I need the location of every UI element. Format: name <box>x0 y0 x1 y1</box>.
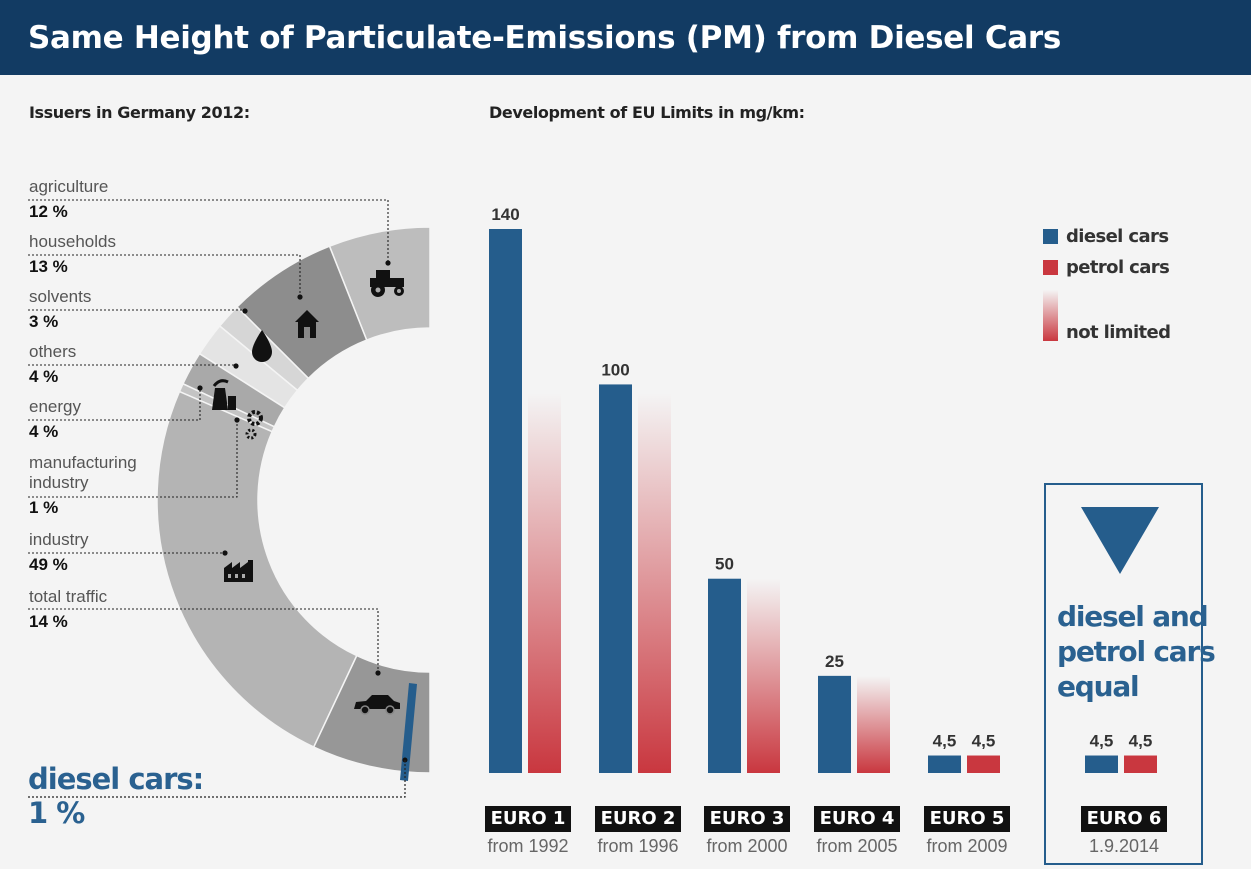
page-title: Same Height of Particulate-Emissions (PM… <box>28 20 1062 56</box>
leader-line <box>28 308 248 314</box>
leader-line <box>28 385 203 421</box>
bar-diesel-euro-3 <box>708 578 741 773</box>
bar-petrol-not-limited <box>857 675 890 773</box>
ring-segment-industry <box>156 390 358 749</box>
bar-value-label: 4,5 <box>972 732 996 751</box>
leader-lines <box>28 199 391 676</box>
diesel-cars-share: diesel cars: 1 % <box>28 762 204 830</box>
leader-line <box>28 550 228 556</box>
leader-line <box>28 363 239 369</box>
euro-category-label: EURO 3 <box>704 806 790 832</box>
equal-text: diesel and petrol cars equal <box>1057 600 1216 703</box>
issuer-label: households <box>29 232 116 251</box>
ring-segments <box>156 226 431 774</box>
issuer-share: 12 % <box>29 202 68 221</box>
title-banner: Same Height of Particulate-Emissions (PM… <box>0 0 1251 75</box>
ring-icons <box>212 270 404 715</box>
bar-value-label: 25 <box>825 652 844 671</box>
euro6-box <box>1044 483 1203 865</box>
bar-value-label: 140 <box>491 205 519 224</box>
legend-not-limited: not limited <box>1066 322 1171 343</box>
factory-icon <box>224 560 253 582</box>
house-icon <box>295 310 319 338</box>
bar-diesel-euro-4 <box>818 675 851 773</box>
bar-petrol-euro-6 <box>1124 755 1157 773</box>
bar-diesel-euro-6 <box>1085 755 1118 773</box>
bar-petrol-not-limited <box>638 393 671 773</box>
leader-line <box>28 608 381 676</box>
issuer-label: agriculture <box>29 177 109 196</box>
euro-date-label: 1.9.2014 <box>1088 836 1160 856</box>
issuers-heading: Issuers in Germany 2012: <box>29 103 250 122</box>
leader-line <box>28 417 240 498</box>
issuer-label: energy <box>29 397 81 416</box>
diesel-cars-value: 1 % <box>28 796 85 830</box>
limits-bar-chart: 140 100 50 25 4,5 4,5 4,5 4,5 <box>489 205 1157 773</box>
bar-value-label: 50 <box>715 555 734 574</box>
euro-date-label: from 2005 <box>816 836 898 856</box>
drop-icon <box>252 330 272 362</box>
issuer-share: 14 % <box>29 612 68 631</box>
legend-swatch-diesel <box>1043 229 1058 244</box>
bar-diesel-euro-1 <box>489 229 522 773</box>
euro-date-label: from 2000 <box>706 836 788 856</box>
ring-segment-total-traffic <box>312 654 431 774</box>
leader-line <box>28 199 391 266</box>
bar-value-label: 4,5 <box>1129 732 1153 751</box>
bar-value-label: 4,5 <box>1090 732 1114 751</box>
euro-category-label: EURO 4 <box>814 806 900 832</box>
bar-value-label: 4,5 <box>933 732 957 751</box>
diesel-cars-label: diesel cars: <box>28 762 204 796</box>
euro-date-label: from 1992 <box>487 836 569 856</box>
leader-line <box>28 254 303 300</box>
issuer-share: 13 % <box>29 257 68 276</box>
issuer-share: 49 % <box>29 555 68 574</box>
issuer-label: solvents <box>29 287 92 306</box>
bar-petrol-not-limited <box>528 393 561 773</box>
legend-swatch-petrol <box>1043 260 1058 275</box>
euro-date-label: from 2009 <box>926 836 1008 856</box>
bar-value-label: 100 <box>601 360 629 379</box>
euro-category-label: EURO 6 <box>1081 806 1167 832</box>
euro-category-label: EURO 5 <box>924 806 1010 832</box>
legend-diesel: diesel cars <box>1066 226 1169 247</box>
limits-heading: Development of EU Limits in mg/km: <box>489 103 805 122</box>
issuer-share: 4 % <box>29 422 59 441</box>
legend-petrol: petrol cars <box>1066 257 1170 278</box>
car-icon <box>354 695 400 715</box>
down-arrow-icon <box>1081 507 1159 574</box>
issuer-label: industry <box>29 530 89 549</box>
euro-date-label: from 1996 <box>597 836 679 856</box>
issuer-label: manufacturing industry <box>29 453 137 492</box>
issuer-share: 4 % <box>29 367 59 386</box>
euro-category-label: EURO 2 <box>595 806 681 832</box>
issuer-share: 3 % <box>29 312 59 331</box>
bar-diesel-euro-5 <box>928 755 961 773</box>
power-plant-icon <box>212 379 236 410</box>
tractor-icon <box>370 270 404 297</box>
issuer-label: total traffic <box>29 587 108 606</box>
gears-icon <box>245 410 263 440</box>
euro-category-label: EURO 1 <box>485 806 571 832</box>
issuer-label: others <box>29 342 77 361</box>
bar-petrol-not-limited <box>747 578 780 773</box>
legend-swatch-not-limited <box>1043 290 1058 341</box>
bar-petrol-euro-5 <box>967 755 1000 773</box>
diesel-share-stripe <box>400 683 417 781</box>
bar-diesel-euro-2 <box>599 384 632 773</box>
issuer-share: 1 % <box>29 498 59 517</box>
